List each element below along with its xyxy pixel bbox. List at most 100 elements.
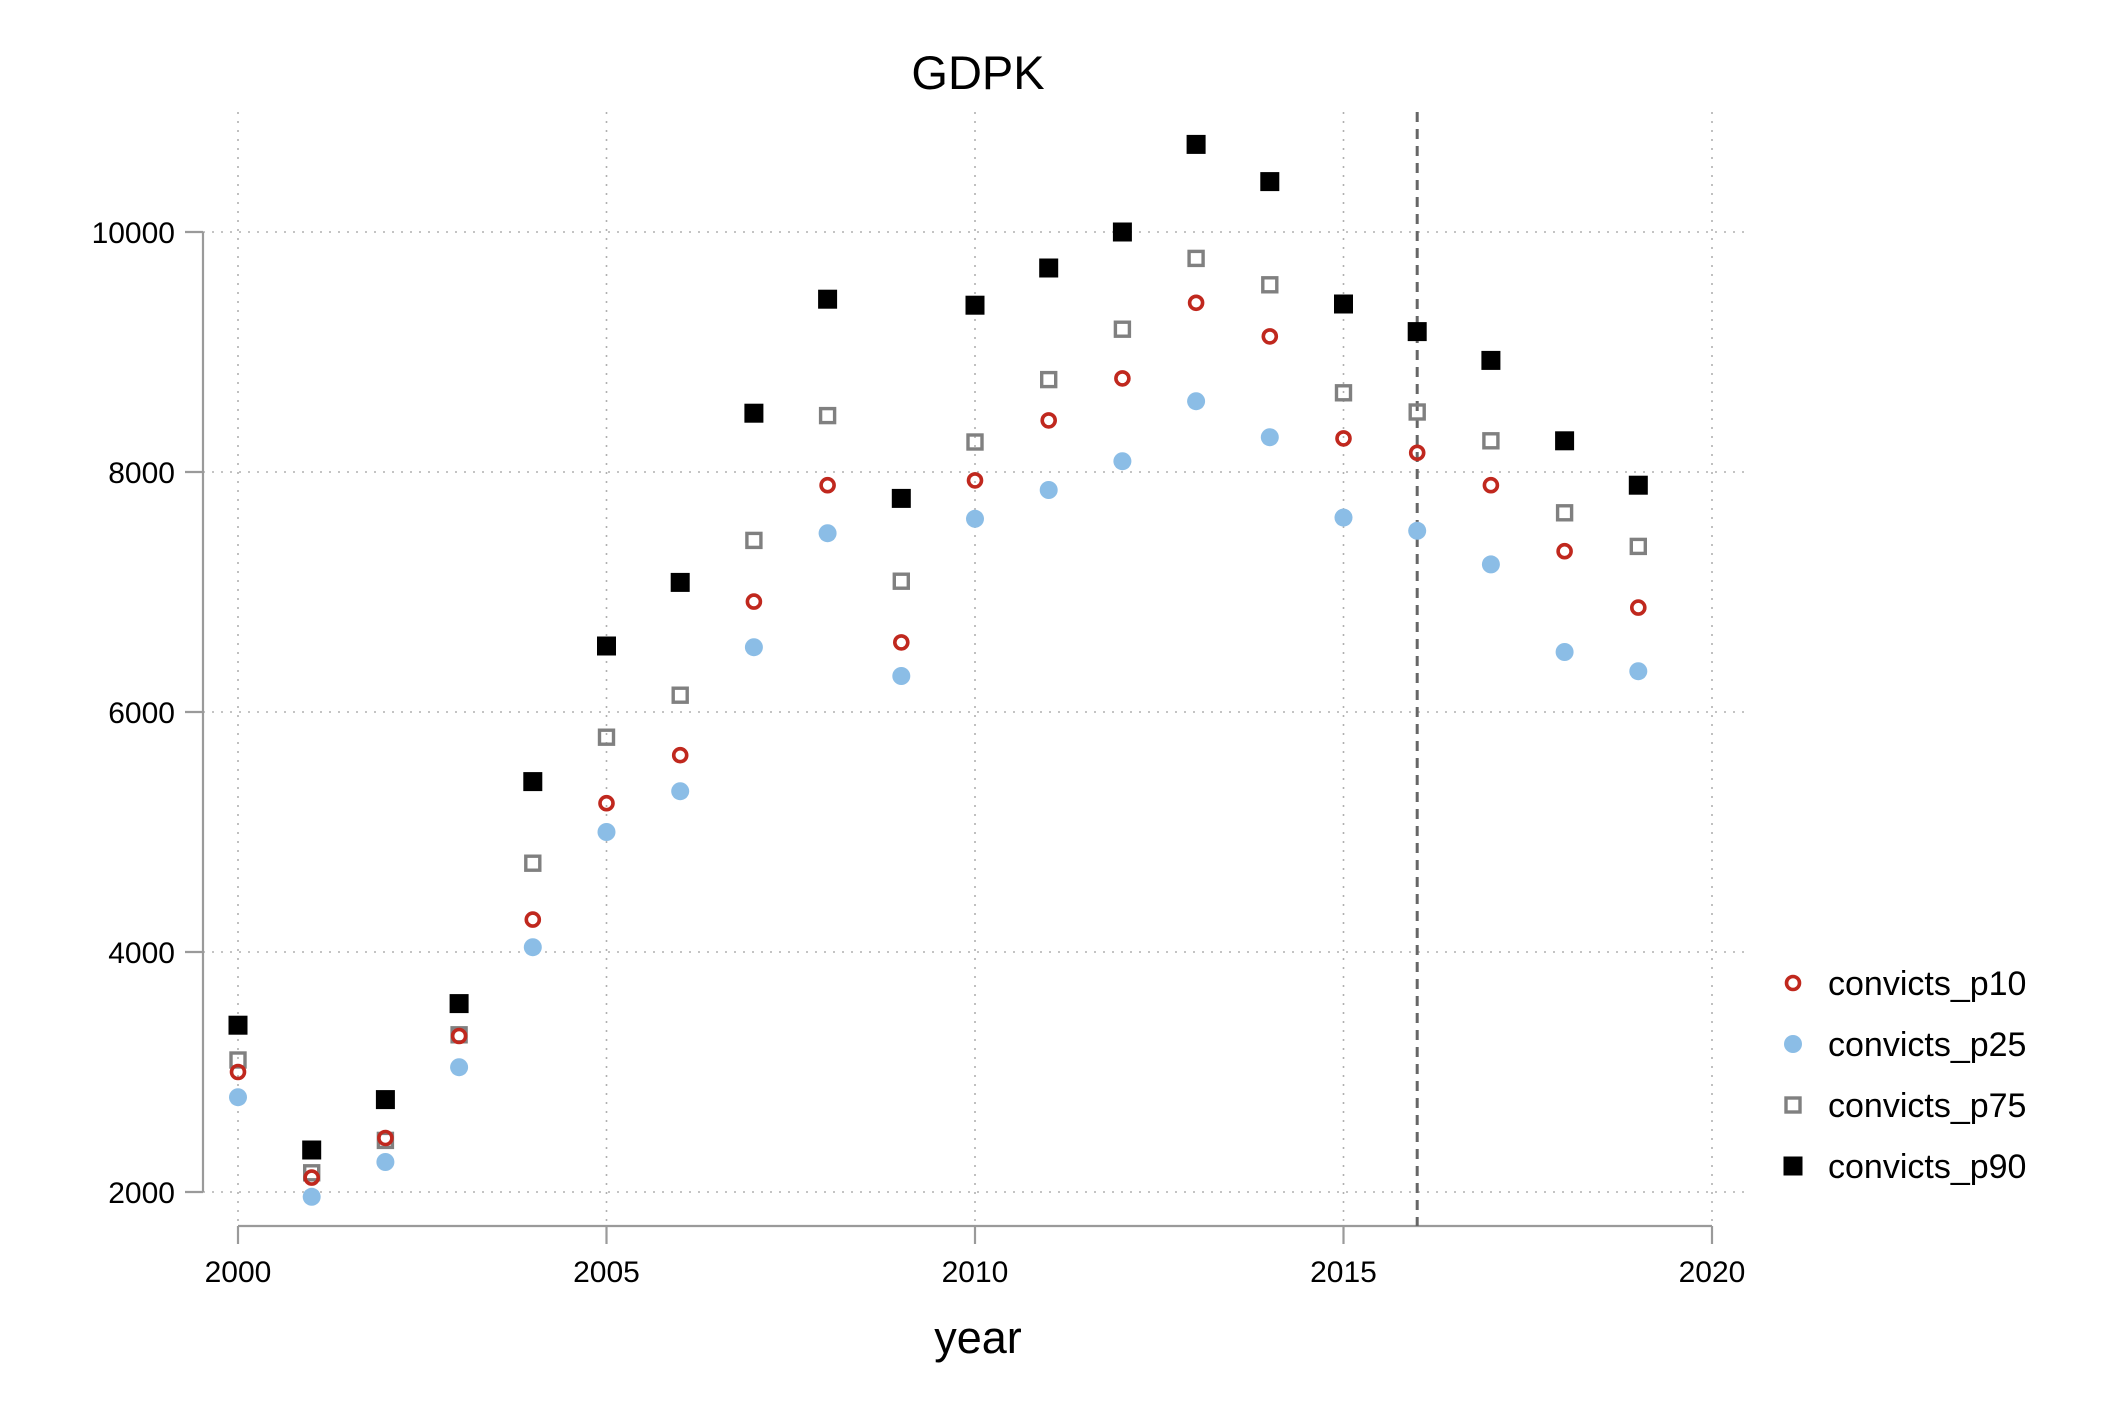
data-point-convicts-p10: [819, 476, 836, 494]
data-point-convicts-p10: [450, 1027, 468, 1045]
data-point-convicts-p25: [450, 1058, 469, 1077]
data-point-convicts-p10: [1556, 542, 1573, 560]
data-point-convicts-p75: [1187, 249, 1205, 268]
data-point-convicts-p25: [523, 938, 542, 957]
data-point-convicts-p75: [671, 686, 689, 704]
data-point-convicts-p75: [818, 406, 837, 425]
data-point-convicts-p90: [1186, 134, 1206, 154]
data-point-convicts-p75: [745, 531, 763, 550]
data-point-convicts-p10: [524, 911, 542, 928]
data-point-convicts-p25: [1555, 643, 1574, 661]
data-point-convicts-p90: [1334, 294, 1353, 314]
data-point-convicts-p10: [745, 593, 763, 610]
data-point-convicts-p25: [966, 509, 984, 528]
data-point-convicts-p90: [1628, 475, 1648, 495]
data-point-convicts-p90: [375, 1090, 395, 1110]
data-point-convicts-p75: [1261, 276, 1279, 294]
data-point-convicts-p10: [598, 794, 615, 812]
marks-layer: [228, 112, 1648, 1226]
data-point-convicts-p90: [744, 403, 764, 423]
data-point-convicts-p75: [1482, 432, 1500, 450]
data-point-convicts-p25: [1039, 481, 1058, 499]
data-point-convicts-p90: [523, 772, 543, 792]
x-tick-label: 2015: [1310, 1256, 1377, 1289]
data-point-convicts-p25: [1334, 508, 1353, 527]
data-point-convicts-p10: [1408, 444, 1426, 462]
legend-marker-convicts-p10: [1784, 974, 1802, 992]
data-point-convicts-p90: [302, 1140, 322, 1160]
data-point-convicts-p25: [1260, 428, 1279, 447]
data-point-convicts-p90: [1407, 322, 1427, 342]
legend-marker-convicts-p75: [1784, 1096, 1802, 1114]
legend: convicts_p10 convicts_p25 convicts_p75conv…: [1783, 965, 2026, 1186]
data-point-convicts-p25: [1113, 452, 1132, 471]
y-tick-label: 8000: [108, 457, 175, 490]
data-point-convicts-p90: [449, 994, 469, 1014]
data-point-convicts-p25: [1629, 662, 1648, 681]
data-point-convicts-p10: [671, 746, 689, 764]
data-point-convicts-p90: [597, 636, 616, 656]
legend-label: convicts_p25: [1828, 1026, 2026, 1064]
legend-marker-convicts-p90: [1783, 1156, 1803, 1176]
data-point-convicts-p10: [1630, 599, 1647, 616]
data-point-convicts-p90: [965, 295, 985, 315]
data-point-convicts-p25: [376, 1153, 395, 1171]
data-point-convicts-p10: [1187, 294, 1205, 312]
legend-label: convicts_p10: [1828, 965, 2026, 1003]
data-point-convicts-p90: [228, 1015, 248, 1035]
data-point-convicts-p10: [1040, 412, 1057, 429]
data-point-convicts-p25: [892, 667, 911, 685]
x-tick-label: 2000: [205, 1256, 272, 1289]
data-point-convicts-p90: [891, 488, 911, 508]
data-point-convicts-p25: [671, 782, 690, 801]
data-point-convicts-p25: [302, 1187, 321, 1206]
legend-label: convicts_p90: [1828, 1148, 2026, 1186]
data-point-convicts-p25: [1187, 392, 1206, 411]
chart-title: GDPK: [911, 46, 1044, 99]
data-point-convicts-p75: [524, 854, 542, 872]
y-tick-label: 6000: [108, 697, 175, 730]
data-point-convicts-p75: [1629, 537, 1648, 556]
data-point-convicts-p10: [1261, 328, 1279, 345]
data-point-convicts-p25: [744, 638, 763, 657]
y-tick-label: 2000: [108, 1177, 175, 1210]
data-point-convicts-p10: [966, 472, 984, 489]
data-point-convicts-p75: [1039, 370, 1058, 389]
data-point-convicts-p90: [818, 289, 838, 309]
data-point-convicts-p90: [670, 572, 690, 592]
data-point-convicts-p25: [818, 524, 837, 543]
data-point-convicts-p90: [1039, 258, 1059, 278]
data-point-convicts-p25: [229, 1088, 247, 1107]
data-point-convicts-p25: [1408, 521, 1427, 540]
data-point-convicts-p75: [1555, 504, 1574, 522]
data-point-convicts-p10: [229, 1063, 247, 1081]
data-point-convicts-p25: [597, 823, 616, 841]
x-axis-title: year: [934, 1312, 1022, 1363]
x-tick-label: 2005: [573, 1256, 640, 1289]
data-point-convicts-p75: [1334, 384, 1353, 402]
data-point-convicts-p90: [1260, 172, 1280, 192]
data-point-convicts-p10: [1114, 370, 1131, 387]
y-tick-label: 10000: [92, 217, 175, 250]
data-point-convicts-p75: [892, 572, 910, 590]
grid-layer: [203, 112, 1745, 1226]
data-point-convicts-p90: [1481, 350, 1501, 370]
data-point-convicts-p75: [303, 1164, 321, 1182]
data-point-convicts-p75: [1113, 320, 1132, 338]
legend-marker-convicts-p25: [1784, 1035, 1802, 1053]
axes-layer: 2000 4000 6000 8000 10000 2000 2005 2010 2015 202…: [92, 217, 1746, 1289]
data-point-convicts-p10: [377, 1129, 394, 1147]
data-point-convicts-p10: [1482, 476, 1500, 494]
data-point-convicts-p25: [1481, 555, 1500, 574]
y-tick-label: 4000: [108, 937, 175, 970]
data-point-convicts-p75: [966, 433, 984, 451]
data-point-convicts-p75: [1408, 403, 1426, 421]
data-point-convicts-p90: [1112, 222, 1132, 242]
data-point-convicts-p10: [1335, 430, 1352, 447]
data-point-convicts-p90: [1555, 431, 1575, 451]
data-point-convicts-p10: [892, 634, 910, 651]
data-point-convicts-p75: [597, 728, 616, 746]
data-point-convicts-p10: [303, 1169, 321, 1186]
x-tick-label: 2010: [942, 1256, 1009, 1289]
